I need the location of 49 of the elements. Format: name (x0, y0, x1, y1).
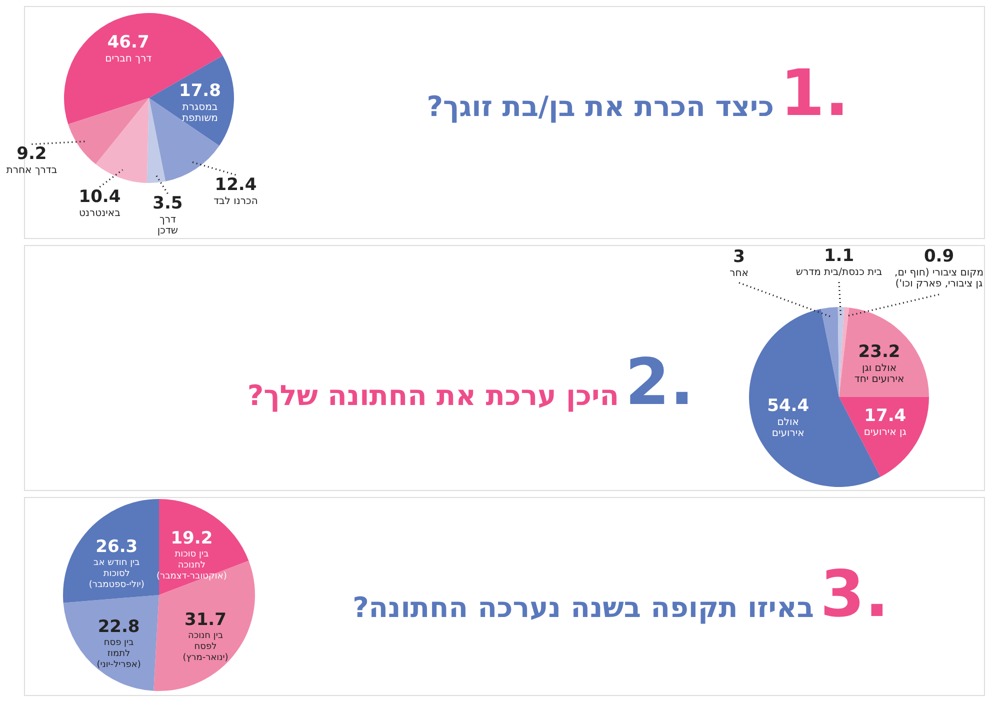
pie-slice (96, 98, 149, 183)
pie-slice (154, 560, 255, 691)
slice-label: במסגרת משותפת (182, 102, 218, 124)
text: 2. (625, 346, 694, 420)
data-label: 26.3 (96, 536, 138, 557)
text: 1. (780, 57, 849, 131)
data-label: 10.4 (78, 186, 121, 207)
pie-slice (839, 307, 850, 397)
pie-slice (159, 499, 249, 595)
pie-slice (64, 13, 223, 124)
slice-label: גן אירועים (864, 427, 906, 438)
data-label: 17.4 (864, 406, 906, 426)
data-label: 1.1 (824, 246, 854, 266)
slice-label: בין חודש אב לסוכות (יולי-ספטמבר) (88, 558, 144, 590)
slice-label: בין חנוכה לפסח (ינואר-מרץ) (182, 631, 228, 664)
data-label: 9.2 (16, 144, 47, 164)
text: היכן ערכת את החתונה שלך? (247, 379, 619, 412)
pie-slice (839, 397, 929, 477)
slice-label: דרך שדכן (157, 214, 178, 237)
data-label: 22.8 (98, 617, 140, 638)
data-label: 0.9 (924, 246, 954, 266)
slice-label: מקום ציבורי (חוף ים, גן ציבורי, פארק וכו') (894, 267, 984, 290)
text: באיזו תקופה בשנה נערכה החתונה? (352, 591, 814, 624)
slice-label: אולם וגן אירועים יחד (854, 363, 904, 386)
data-label: 3.5 (152, 194, 183, 214)
pie-slice (68, 98, 149, 164)
data-label: 12.4 (214, 174, 257, 195)
pie-slice (821, 307, 839, 397)
pie-slice (63, 499, 159, 603)
data-label: 23.2 (858, 342, 900, 362)
data-label: 17.8 (178, 80, 221, 101)
pie-slice (839, 308, 929, 397)
pie-slice (63, 595, 159, 691)
pie-slice (146, 98, 166, 183)
data-label: 19.2 (170, 528, 213, 549)
slice-label: בית כנסת/בית מדרש (796, 267, 882, 278)
data-label: 3 (733, 246, 745, 267)
text: 3. (820, 558, 889, 632)
slice-label: הכרנו לבד (214, 196, 258, 207)
slice-label: בדרך אחרת (6, 165, 58, 176)
slice-label: באינטרנט (79, 208, 121, 219)
text: כיצד הכרת את בן/בת זוגך? (426, 90, 774, 123)
slice-label: דרך חברים (105, 53, 152, 64)
slice-label: בין פסח לתמוז (אפריל-יוני) (96, 638, 141, 670)
data-label: 46.7 (107, 32, 150, 52)
data-label: 31.7 (184, 610, 226, 630)
slice-label: אולם אירועים (772, 416, 804, 439)
data-label: 54.4 (767, 396, 810, 416)
slice-label: אחר (730, 268, 748, 279)
